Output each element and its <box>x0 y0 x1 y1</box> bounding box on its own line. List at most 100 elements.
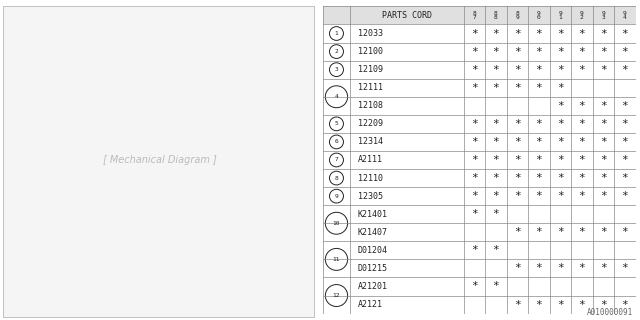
Text: *: * <box>471 245 478 255</box>
Text: *: * <box>557 137 564 147</box>
Text: *: * <box>600 191 607 201</box>
Text: 1: 1 <box>335 31 339 36</box>
Text: *: * <box>600 227 607 237</box>
Text: *: * <box>600 263 607 273</box>
Text: *: * <box>471 137 478 147</box>
Text: *: * <box>493 245 499 255</box>
Text: *: * <box>514 173 521 183</box>
Text: *: * <box>536 155 542 165</box>
Text: *: * <box>493 282 499 292</box>
Text: *: * <box>471 65 478 75</box>
Text: 12109: 12109 <box>358 65 383 74</box>
Text: 6: 6 <box>335 140 339 144</box>
Text: *: * <box>493 47 499 57</box>
Text: 12110: 12110 <box>358 173 383 183</box>
Text: *: * <box>557 101 564 111</box>
Text: *: * <box>579 137 585 147</box>
Text: *: * <box>514 28 521 38</box>
Text: *: * <box>514 300 521 309</box>
Text: 12100: 12100 <box>358 47 383 56</box>
Text: *: * <box>471 47 478 57</box>
Text: *: * <box>514 119 521 129</box>
Text: *: * <box>579 65 585 75</box>
Text: *: * <box>536 119 542 129</box>
Text: *: * <box>471 28 478 38</box>
Text: 2: 2 <box>335 49 339 54</box>
Text: *: * <box>471 282 478 292</box>
Text: *: * <box>557 28 564 38</box>
Text: A21201: A21201 <box>358 282 388 291</box>
Text: *: * <box>557 263 564 273</box>
Text: *: * <box>557 191 564 201</box>
Text: 12111: 12111 <box>358 83 383 92</box>
Text: *: * <box>621 263 628 273</box>
Text: 12: 12 <box>333 293 340 298</box>
Text: *: * <box>536 263 542 273</box>
Text: 3: 3 <box>335 67 339 72</box>
Text: *: * <box>579 28 585 38</box>
Text: *: * <box>493 83 499 93</box>
Text: *: * <box>621 101 628 111</box>
Text: *: * <box>471 191 478 201</box>
Text: *: * <box>493 137 499 147</box>
FancyBboxPatch shape <box>3 6 314 317</box>
Text: *: * <box>579 300 585 309</box>
Text: *: * <box>557 47 564 57</box>
Text: *: * <box>514 137 521 147</box>
Text: *: * <box>621 28 628 38</box>
Text: *: * <box>536 65 542 75</box>
Text: *: * <box>579 191 585 201</box>
Text: *: * <box>600 119 607 129</box>
Text: *: * <box>493 119 499 129</box>
Text: 9
3: 9 3 <box>602 11 605 20</box>
Text: *: * <box>514 65 521 75</box>
Text: *: * <box>557 83 564 93</box>
Text: 9
2: 9 2 <box>580 11 584 20</box>
Text: 9
0: 9 0 <box>537 11 541 20</box>
Text: *: * <box>621 47 628 57</box>
Text: *: * <box>579 47 585 57</box>
Text: 8
7: 8 7 <box>472 11 476 20</box>
Text: *: * <box>579 227 585 237</box>
Text: 12314: 12314 <box>358 137 383 147</box>
Text: *: * <box>557 155 564 165</box>
Text: *: * <box>557 173 564 183</box>
Text: *: * <box>471 83 478 93</box>
Text: *: * <box>536 28 542 38</box>
Text: *: * <box>514 227 521 237</box>
Text: *: * <box>557 227 564 237</box>
Text: *: * <box>471 119 478 129</box>
Text: *: * <box>493 65 499 75</box>
Text: *: * <box>557 119 564 129</box>
Text: 12305: 12305 <box>358 192 383 201</box>
Text: *: * <box>493 191 499 201</box>
Text: *: * <box>579 155 585 165</box>
Text: *: * <box>493 28 499 38</box>
Text: *: * <box>493 173 499 183</box>
Text: *: * <box>600 47 607 57</box>
Text: *: * <box>536 227 542 237</box>
Text: *: * <box>579 101 585 111</box>
Text: *: * <box>471 209 478 219</box>
Text: *: * <box>514 263 521 273</box>
Text: PARTS CORD: PARTS CORD <box>381 11 432 20</box>
Text: *: * <box>471 155 478 165</box>
Text: *: * <box>536 300 542 309</box>
Text: A010000091: A010000091 <box>588 308 634 317</box>
Text: 7: 7 <box>335 157 339 163</box>
Text: D01204: D01204 <box>358 246 388 255</box>
Text: 12033: 12033 <box>358 29 383 38</box>
Text: *: * <box>621 155 628 165</box>
Text: 10: 10 <box>333 221 340 226</box>
Text: *: * <box>557 65 564 75</box>
Text: 9
1: 9 1 <box>559 11 563 20</box>
Text: *: * <box>579 119 585 129</box>
Text: *: * <box>557 300 564 309</box>
Text: *: * <box>536 137 542 147</box>
Text: [ Mechanical Diagram ]: [ Mechanical Diagram ] <box>103 155 217 165</box>
Text: *: * <box>621 137 628 147</box>
Text: *: * <box>514 155 521 165</box>
Text: 12108: 12108 <box>358 101 383 110</box>
Text: *: * <box>514 191 521 201</box>
Text: *: * <box>621 173 628 183</box>
